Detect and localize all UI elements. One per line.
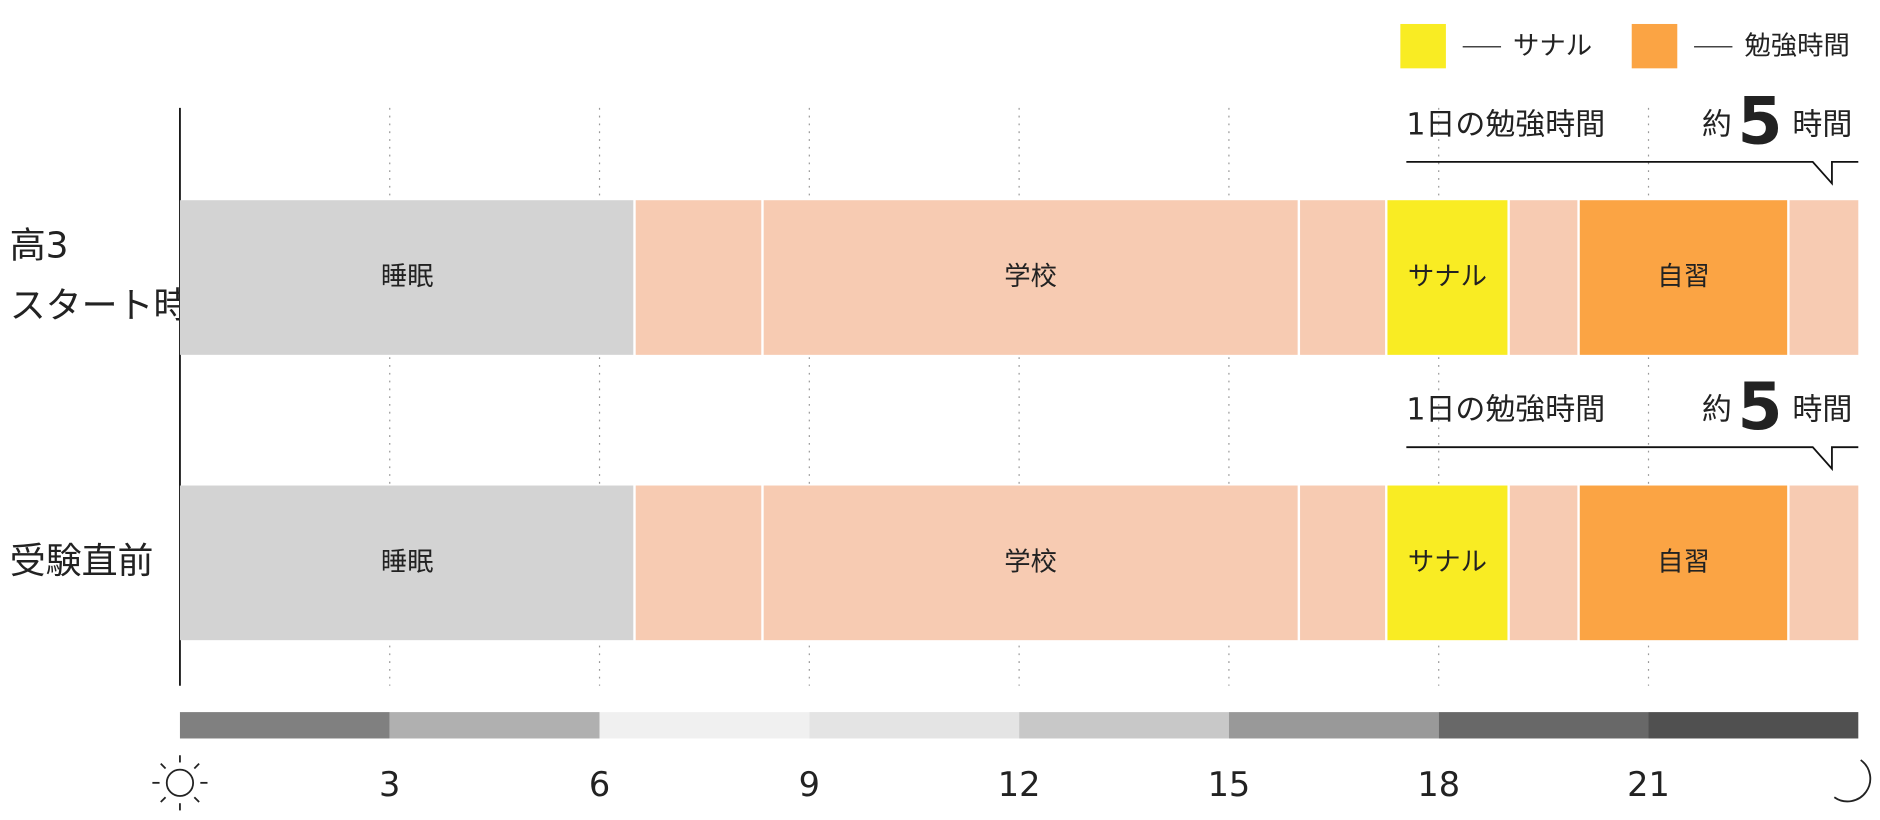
segment-label: 自習: [1657, 547, 1710, 577]
annotation-prefix: 約: [1702, 107, 1732, 142]
annotation-prefix: 約: [1702, 393, 1732, 428]
segment-label: サナル: [1408, 262, 1487, 292]
segment-label: 学校: [1004, 262, 1057, 292]
period-shade: [1438, 712, 1649, 739]
segment-label: 学校: [1004, 547, 1057, 577]
segment: [1300, 200, 1386, 355]
segment: [635, 485, 762, 641]
x-tick-label: 6: [589, 765, 610, 804]
segment: [1509, 200, 1578, 355]
segment: [1579, 200, 1788, 355]
segment: [1509, 485, 1578, 641]
row-label: スタート時: [10, 286, 190, 327]
segment: [763, 485, 1298, 641]
segment: [1789, 200, 1859, 355]
legend-swatch: [1400, 23, 1446, 69]
x-tick-label: 3: [379, 765, 400, 804]
segment: [179, 200, 634, 355]
segment: [1789, 485, 1859, 641]
period-shade: [389, 712, 600, 739]
segment-label: サナル: [1408, 547, 1487, 577]
segment: [1579, 485, 1788, 641]
segment-label: 自習: [1657, 262, 1710, 292]
x-tick-label: 18: [1417, 765, 1460, 804]
x-tick-label: 12: [998, 765, 1041, 804]
annotation-text: 1日の勉強時間: [1406, 393, 1605, 428]
row: 受験直前 睡眠 学校 サナル 自習 1日の勉強時間 約 5 時間: [10, 370, 1859, 641]
period-shade: [179, 712, 390, 739]
period-shade: [809, 712, 1020, 739]
row-label: 受験直前: [10, 541, 154, 582]
segment-label: 睡眠: [381, 262, 434, 292]
x-tick-label: 9: [799, 765, 820, 804]
legend-item: サナル: [1400, 23, 1592, 69]
annotation-text: 1日の勉強時間: [1406, 107, 1605, 142]
period-shade: [1228, 712, 1439, 739]
x-tick-label: 15: [1208, 765, 1251, 804]
segment: [179, 485, 634, 641]
segment: [763, 200, 1298, 355]
row-label: 高3: [10, 226, 69, 267]
segment-label: 睡眠: [381, 547, 434, 577]
x-tick-label: 21: [1627, 765, 1670, 804]
segment: [635, 200, 762, 355]
segment: [1300, 485, 1386, 641]
legend-item: 勉強時間: [1631, 23, 1850, 69]
segment: [1387, 200, 1508, 355]
legend-swatch: [1631, 23, 1678, 69]
legend-label: 勉強時間: [1744, 31, 1849, 61]
annotation-bracket: [1406, 160, 1859, 186]
annotation-value: 5: [1737, 370, 1782, 445]
segment: [1387, 485, 1508, 641]
period-shade: [1019, 712, 1229, 739]
annotation-bracket: [1406, 446, 1859, 472]
annotation-value: 5: [1737, 84, 1782, 159]
legend-label: サナル: [1513, 31, 1592, 61]
sun-icon: [152, 755, 208, 811]
annotation-suffix: 時間: [1792, 393, 1852, 428]
row: 高3 スタート時 睡眠 学校 サナル 自習 1日の勉強時間 約 5 時間: [10, 84, 1859, 355]
annotation-suffix: 時間: [1792, 107, 1852, 142]
period-shade: [599, 712, 810, 739]
period-shade: [1648, 712, 1859, 739]
moon-icon: [1833, 759, 1872, 803]
